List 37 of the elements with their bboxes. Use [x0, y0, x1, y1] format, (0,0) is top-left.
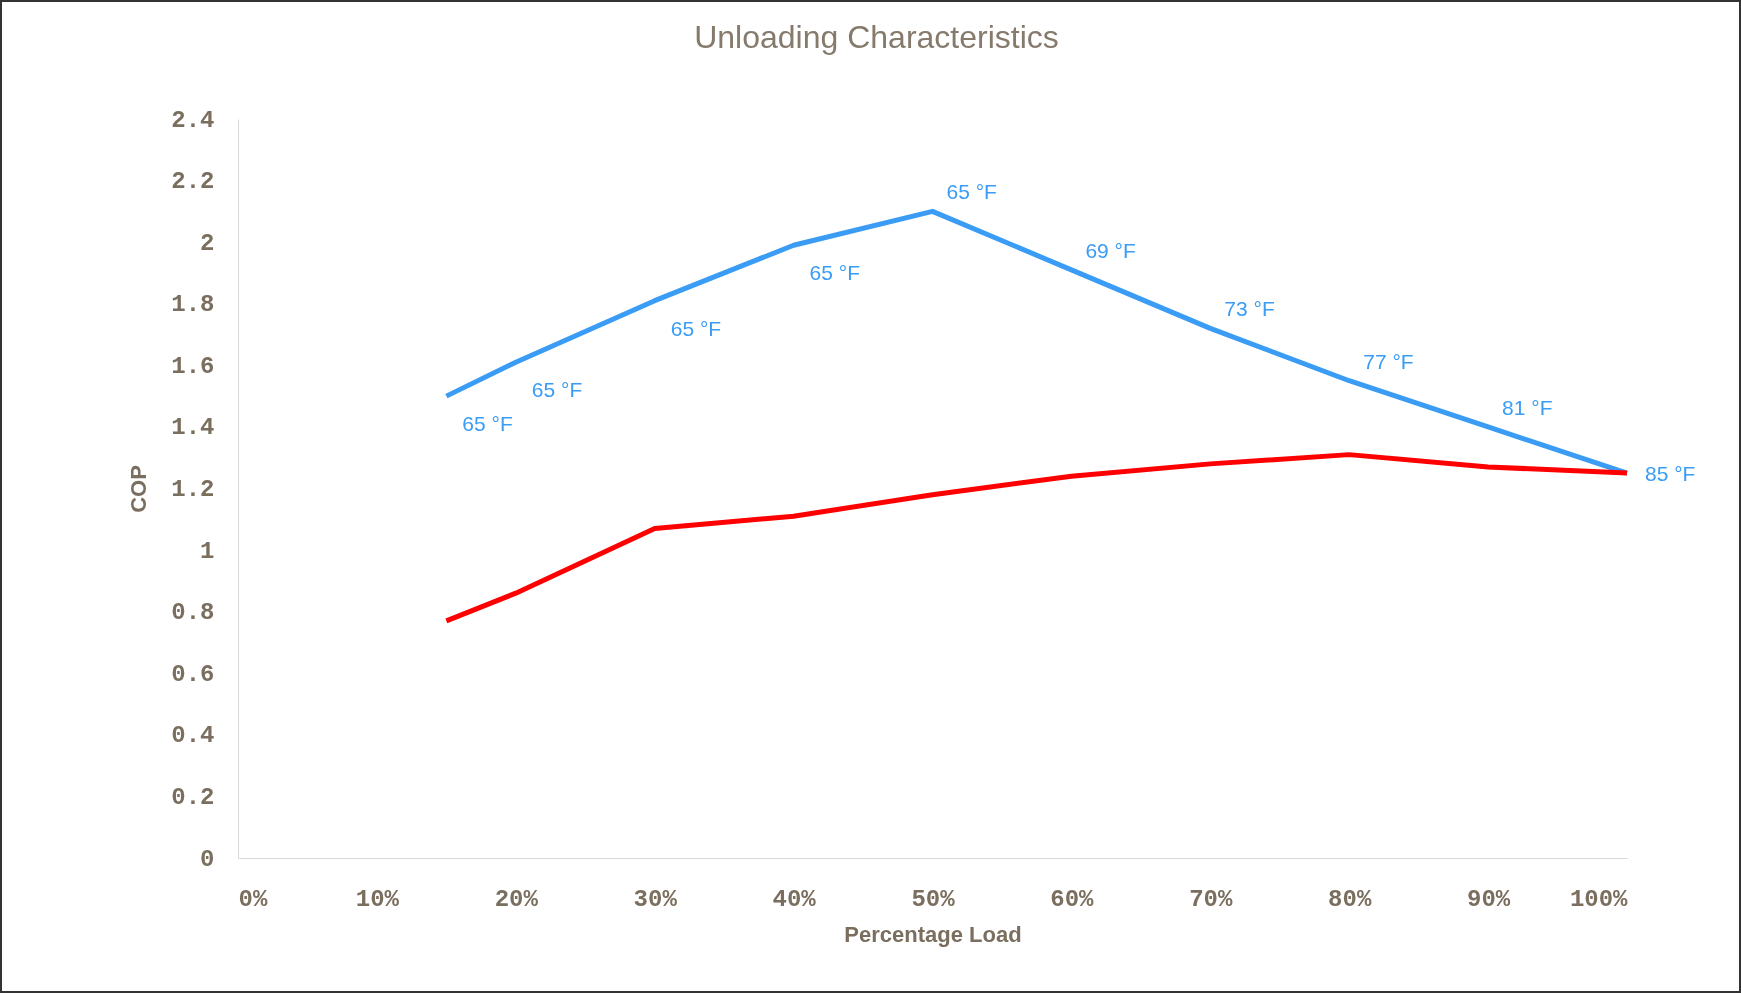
y-tick-label: 1.4	[171, 414, 215, 442]
y-tick-label: 0.8	[171, 599, 215, 627]
y-tick-label: 0.6	[171, 660, 215, 688]
annotation: 65 °F	[809, 261, 861, 285]
x-tick-label: 0%	[238, 885, 268, 913]
y-tick-label: 2.4	[171, 106, 215, 134]
y-tick-label: 1.8	[171, 291, 215, 319]
annotation: 65 °F	[946, 180, 997, 204]
annotation: 77 °F	[1363, 349, 1414, 373]
x-tick-label: 80%	[1328, 885, 1372, 913]
y-tick-label: 0.4	[171, 722, 215, 750]
y-tick-label: 0	[200, 845, 215, 873]
y-tick-label: 1.2	[171, 476, 215, 503]
y-axis-title: COP	[126, 465, 152, 513]
annotation: 69 °F	[1085, 238, 1136, 262]
annotation: 65 °F	[462, 412, 513, 436]
x-tick-label: 70%	[1189, 885, 1233, 913]
annotation: 81 °F	[1502, 395, 1553, 419]
x-tick-label: 50%	[911, 885, 956, 913]
x-tick-label: 40%	[772, 885, 817, 913]
chart-title: Unloading Characteristics	[694, 19, 1059, 55]
x-tick-label: 90%	[1466, 885, 1511, 913]
y-tick-label: 1	[200, 537, 215, 565]
x-tick-label: 30%	[633, 885, 678, 913]
annotation: 85 °F	[1645, 462, 1696, 486]
x-tick-label: 20%	[494, 885, 539, 913]
x-tick-label: 10%	[355, 885, 400, 913]
annotation: 73 °F	[1224, 297, 1275, 321]
y-tick-label: 1.6	[171, 352, 215, 380]
annotation: 65 °F	[670, 316, 722, 340]
annotation: 65 °F	[531, 378, 583, 402]
y-tick-label: 2.2	[171, 168, 215, 196]
x-tick-label: 60%	[1050, 885, 1095, 913]
x-axis-title: Percentage Load	[844, 921, 1022, 947]
y-tick-label: 0.2	[171, 783, 215, 811]
y-tick-label: 2	[200, 229, 215, 257]
x-tick-label: 100%	[1569, 885, 1629, 913]
